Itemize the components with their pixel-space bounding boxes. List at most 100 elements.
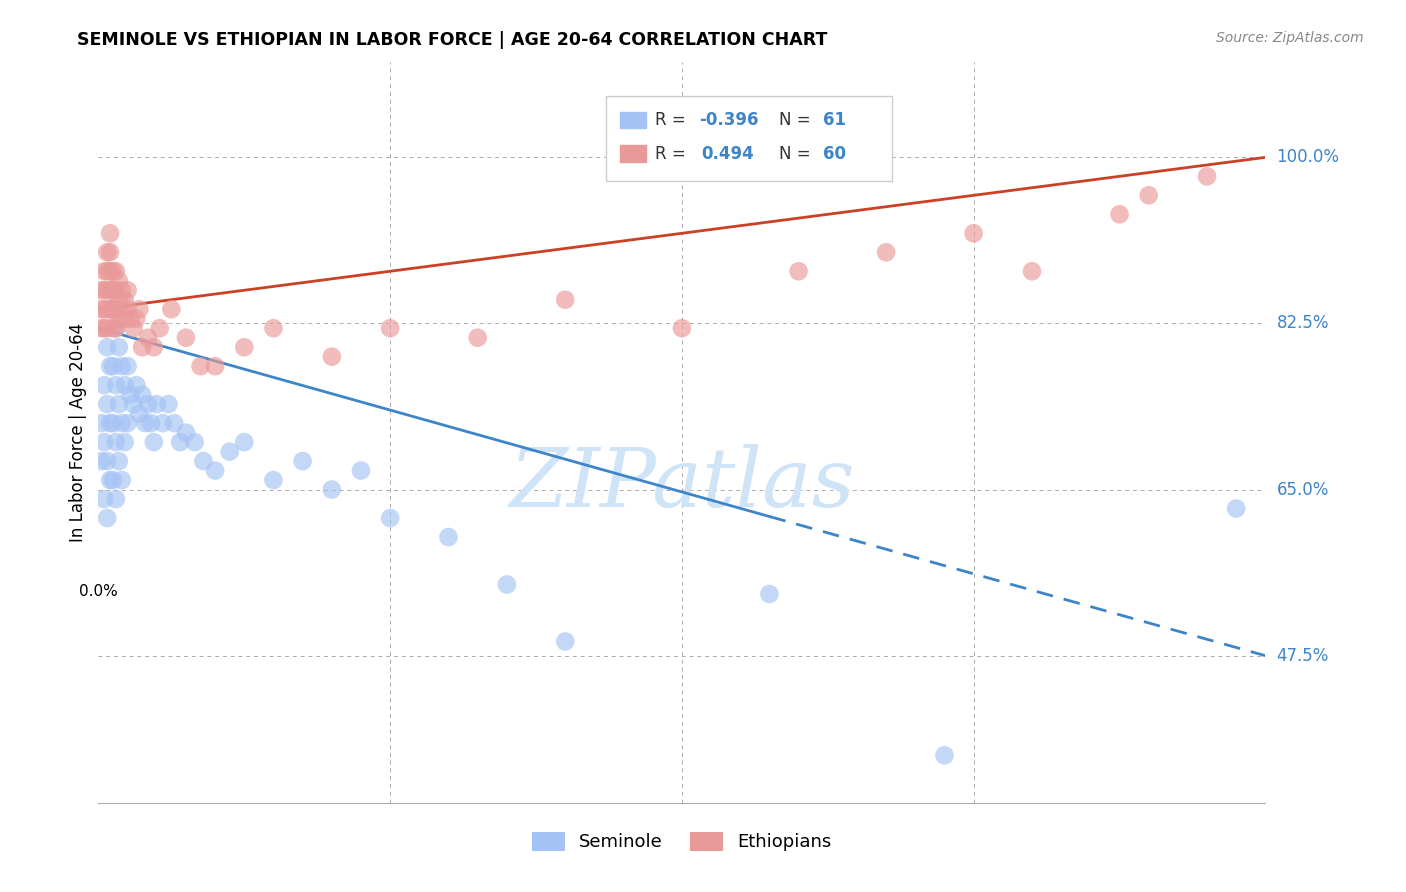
Point — [193, 454, 215, 468]
Point — [117, 283, 139, 297]
Text: -0.396: -0.396 — [699, 112, 759, 129]
Point — [90, 283, 112, 297]
Point — [90, 416, 112, 430]
Point — [291, 454, 314, 468]
Point — [93, 491, 115, 506]
Point — [125, 311, 148, 326]
Text: R =: R = — [655, 112, 692, 129]
Text: 82.5%: 82.5% — [1277, 315, 1329, 333]
Point — [787, 264, 810, 278]
Point — [554, 634, 576, 648]
Point — [111, 283, 134, 297]
Point — [104, 264, 127, 278]
Point — [120, 311, 142, 326]
Point — [101, 283, 124, 297]
FancyBboxPatch shape — [606, 95, 891, 181]
Point — [101, 302, 124, 317]
Point — [104, 283, 127, 297]
Point — [554, 293, 576, 307]
Point — [1195, 169, 1218, 184]
Point — [218, 444, 240, 458]
Point — [1137, 188, 1160, 202]
Point — [139, 416, 162, 430]
Point — [101, 302, 124, 317]
Point — [114, 378, 136, 392]
Point — [183, 435, 205, 450]
Point — [262, 473, 284, 487]
Point — [96, 340, 118, 354]
Point — [111, 416, 134, 430]
Point — [120, 387, 142, 401]
Point — [96, 397, 118, 411]
Point — [98, 264, 121, 278]
Point — [98, 359, 121, 374]
Point — [96, 264, 118, 278]
Point — [104, 302, 127, 317]
Point — [321, 350, 343, 364]
Point — [122, 397, 145, 411]
Point — [1108, 207, 1130, 221]
Point — [108, 311, 131, 326]
Point — [90, 454, 112, 468]
Point — [134, 416, 156, 430]
Point — [101, 473, 124, 487]
Point — [1225, 501, 1247, 516]
Point — [321, 483, 343, 497]
Point — [671, 321, 693, 335]
Point — [96, 245, 118, 260]
Point — [104, 491, 127, 506]
Point — [93, 302, 115, 317]
Point — [117, 359, 139, 374]
Point — [233, 340, 256, 354]
Point — [90, 321, 112, 335]
Point — [142, 435, 165, 450]
Point — [142, 340, 165, 354]
Point — [93, 283, 115, 297]
Point — [93, 264, 115, 278]
Point — [93, 435, 115, 450]
Point — [111, 359, 134, 374]
Point — [128, 302, 150, 317]
Point — [204, 464, 226, 478]
Text: 100.0%: 100.0% — [1277, 148, 1340, 166]
Point — [108, 293, 131, 307]
Text: 61: 61 — [823, 112, 846, 129]
Text: 65.0%: 65.0% — [1277, 481, 1329, 499]
Point — [128, 407, 150, 421]
Text: N =: N = — [779, 145, 815, 162]
Point — [104, 435, 127, 450]
Point — [131, 387, 153, 401]
Point — [98, 227, 121, 241]
Bar — [620, 112, 645, 128]
Bar — [620, 145, 645, 161]
Point — [98, 473, 121, 487]
Point — [131, 340, 153, 354]
Text: ZIPatlas: ZIPatlas — [509, 444, 855, 524]
Point — [108, 274, 131, 288]
Point — [934, 748, 956, 763]
Point — [108, 397, 131, 411]
Point — [380, 321, 402, 335]
Point — [350, 464, 373, 478]
Y-axis label: In Labor Force | Age 20-64: In Labor Force | Age 20-64 — [69, 323, 87, 542]
Point — [111, 302, 134, 317]
Text: 0.494: 0.494 — [702, 145, 755, 162]
Point — [233, 435, 256, 450]
Point — [104, 321, 127, 335]
Point — [111, 473, 134, 487]
Point — [98, 302, 121, 317]
Text: SEMINOLE VS ETHIOPIAN IN LABOR FORCE | AGE 20-64 CORRELATION CHART: SEMINOLE VS ETHIOPIAN IN LABOR FORCE | A… — [77, 31, 828, 49]
Point — [160, 302, 183, 317]
Point — [104, 321, 127, 335]
Point — [204, 359, 226, 374]
Point — [122, 321, 145, 335]
Point — [101, 359, 124, 374]
Text: 0.0%: 0.0% — [79, 584, 118, 599]
Point — [875, 245, 897, 260]
Point — [190, 359, 212, 374]
Point — [149, 321, 172, 335]
Point — [96, 321, 118, 335]
Point — [157, 397, 180, 411]
Point — [101, 321, 124, 335]
Point — [98, 416, 121, 430]
